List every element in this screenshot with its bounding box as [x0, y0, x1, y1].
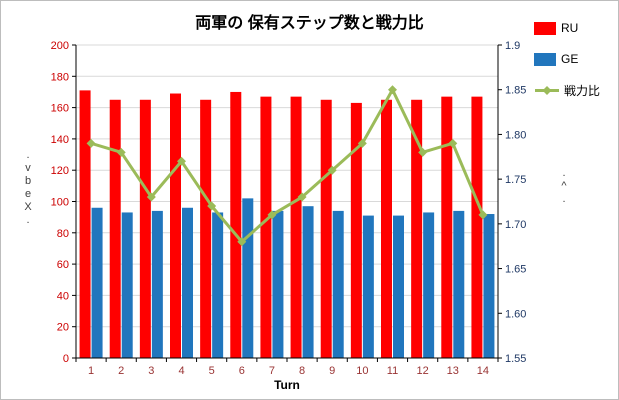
left-axis-tick-label: 20 [57, 322, 69, 334]
bar-ge [483, 214, 495, 358]
ge-series-swatch [534, 52, 556, 66]
bar-ge [453, 210, 465, 358]
ratio-line [90, 88, 485, 244]
left-axis-tick-label: 100 [51, 197, 69, 209]
bar-ge [212, 212, 224, 358]
x-axis-tick-label: 6 [239, 365, 245, 377]
x-axis-tick-label: 10 [356, 365, 368, 377]
ratio-marker [267, 210, 277, 220]
ratio-marker [177, 156, 186, 166]
bar-ge [362, 215, 374, 358]
left-axis-tick-label: 200 [51, 40, 69, 52]
bar-ru [139, 99, 151, 359]
bar-ru [441, 96, 453, 359]
x-axis-tick-label: 9 [329, 365, 335, 377]
right-axis-tick-label: 1.70 [505, 219, 526, 231]
ru-series-swatch [534, 21, 556, 35]
x-axis-label: Turn [274, 378, 300, 392]
bar-ge [302, 206, 314, 358]
bar-ru [109, 99, 121, 359]
bar-ge [332, 210, 344, 358]
ratio-marker [237, 237, 247, 247]
bar-ge [242, 198, 254, 358]
right-axis-tick-label: 1.75 [505, 174, 526, 186]
bar-ru [170, 93, 181, 358]
bar-ge [121, 212, 133, 358]
ratio-marker [418, 147, 428, 157]
bar-ru [350, 102, 362, 358]
legend-label-ge: GE [561, 52, 579, 66]
legend-item-ratio: 戦力比 [534, 83, 601, 98]
right-axis-tick-label: 1.60 [505, 308, 526, 320]
ratio-marker [146, 192, 156, 202]
left-axis-title: . v b e X . [24, 149, 32, 226]
x-axis-tick-label: 11 [387, 365, 398, 377]
ratio-marker [207, 201, 217, 211]
right-axis-tick-label: 1.55 [505, 353, 526, 365]
ratio-marker [327, 165, 337, 175]
bar-ge [393, 215, 404, 358]
x-axis-tick-label: 14 [477, 365, 489, 377]
bar-ru [471, 96, 483, 359]
x-axis-tick-label: 13 [447, 365, 459, 377]
bar-ge [423, 212, 435, 358]
left-axis-tick-label: 180 [51, 71, 69, 83]
bar-ru [320, 99, 332, 359]
x-axis-tick-label: 7 [269, 365, 275, 377]
bar-ru [381, 99, 392, 359]
left-axis-tick-label: 60 [57, 259, 69, 271]
bar-ru [290, 96, 302, 359]
bar-ge [151, 210, 163, 358]
right-axis-tick-label: 1.65 [505, 264, 526, 276]
legend-item-ru: RU [534, 21, 600, 35]
x-axis-tick-label: 3 [148, 365, 154, 377]
left-axis-tick-label: 80 [57, 228, 69, 240]
left-axis-tick-label: 140 [51, 134, 69, 146]
left-axis-tick-label: 160 [51, 103, 69, 115]
bar-ru [411, 99, 423, 359]
bar-ge [272, 210, 284, 358]
ratio-marker [448, 138, 458, 148]
x-axis-tick-label: 1 [88, 365, 94, 377]
x-axis-tick-label: 12 [417, 365, 429, 377]
left-axis-tick-label: 120 [51, 165, 69, 177]
right-axis-tick-label: 1.85 [505, 85, 526, 97]
right-axis-tick-label: 1.9 [505, 40, 520, 52]
ratio-marker [388, 85, 397, 95]
bar-ru [260, 96, 272, 359]
bar-ru [200, 99, 212, 359]
legend-label-ru: RU [561, 21, 579, 35]
ratio-marker [478, 210, 488, 220]
x-axis-tick-label: 8 [299, 365, 305, 377]
bar-ge [182, 207, 193, 358]
ratio-marker [116, 147, 126, 157]
ratio-series-swatch [535, 85, 559, 95]
x-axis-tick-label: 5 [209, 365, 215, 377]
bar-ru [230, 91, 242, 358]
chart-legend: RU GE 戦力比 [534, 21, 600, 114]
bar-ru [79, 90, 91, 358]
right-axis-title: . ^ . [561, 167, 567, 205]
x-axis-tick-label: 2 [118, 365, 124, 377]
x-axis-tick-label: 4 [178, 365, 184, 377]
ratio-marker [297, 192, 307, 202]
left-axis-tick-label: 0 [63, 353, 69, 365]
ratio-marker [86, 138, 96, 148]
ratio-marker [357, 138, 367, 148]
right-axis-tick-label: 1.80 [505, 129, 526, 141]
bar-ge [91, 207, 103, 358]
legend-label-ratio: 戦力比 [564, 83, 601, 98]
legend-item-ge: GE [534, 52, 600, 66]
left-axis-tick-label: 40 [57, 290, 69, 302]
chart-title: 両軍の 保有ステップ数と戦力比 [195, 15, 424, 32]
